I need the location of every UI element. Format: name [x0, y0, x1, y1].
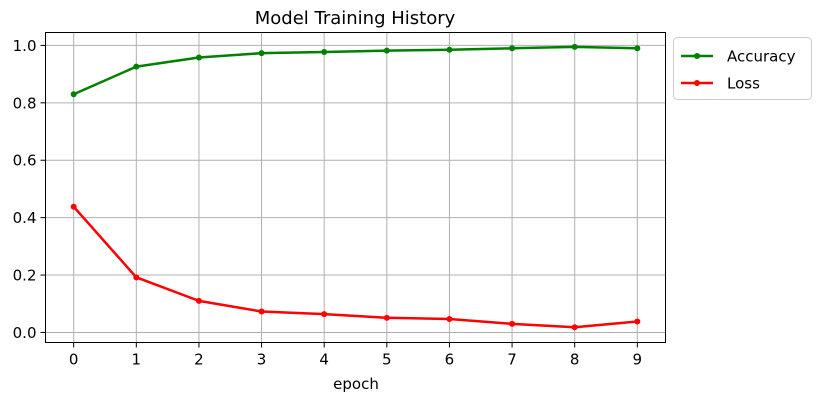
series-layer — [70, 43, 641, 331]
y-tick-label: 0.0 — [13, 324, 37, 342]
x-tick-label: 2 — [194, 351, 204, 369]
chart-title: Model Training History — [255, 8, 456, 29]
grid-lines — [45, 32, 666, 343]
loss-point — [133, 274, 140, 281]
accuracy-point — [133, 63, 140, 70]
x-axis-ticks: 0 1 2 3 4 5 6 7 8 9 — [69, 342, 643, 369]
accuracy-point — [321, 49, 328, 56]
y-tick-label: 0.8 — [13, 94, 37, 112]
x-tick-label: 9 — [633, 351, 643, 369]
loss-point — [509, 320, 516, 327]
loss-line — [72, 205, 638, 329]
y-axis-ticks: 0.0 0.2 0.4 0.6 0.8 1.0 — [13, 37, 46, 342]
loss-point — [383, 314, 390, 321]
legend-loss-label: Loss — [727, 75, 760, 93]
loss-point — [446, 315, 453, 322]
accuracy-point — [383, 47, 390, 54]
legend: Accuracy Loss — [673, 37, 812, 100]
x-axis-label: epoch — [333, 375, 379, 393]
x-tick-label: 4 — [319, 351, 329, 369]
loss-point — [195, 297, 202, 304]
x-tick-label: 0 — [69, 351, 79, 369]
accuracy-line — [73, 45, 638, 96]
legend-accuracy-label: Accuracy — [727, 48, 796, 66]
y-tick-label: 0.4 — [13, 209, 37, 227]
accuracy-point — [571, 43, 578, 50]
loss-point — [321, 311, 328, 318]
legend-accuracy-marker — [694, 53, 700, 59]
plot-area-frame — [45, 32, 666, 343]
loss-point — [70, 203, 77, 210]
x-tick-label: 5 — [382, 351, 392, 369]
x-tick-label: 6 — [445, 351, 455, 369]
x-tick-label: 3 — [257, 351, 267, 369]
y-tick-label: 0.2 — [13, 267, 37, 285]
loss-point — [571, 324, 578, 331]
legend-loss-marker — [694, 80, 700, 86]
x-tick-label: 7 — [507, 351, 517, 369]
accuracy-point — [70, 91, 77, 98]
y-tick-label: 1.0 — [13, 37, 37, 55]
loss-point — [258, 308, 265, 315]
accuracy-point — [446, 46, 453, 53]
loss-point — [634, 318, 641, 325]
accuracy-point — [509, 45, 516, 52]
accuracy-point — [195, 54, 202, 61]
y-tick-label: 0.6 — [13, 152, 37, 170]
x-tick-label: 1 — [132, 351, 142, 369]
accuracy-point — [258, 50, 265, 57]
accuracy-point — [634, 45, 641, 52]
x-tick-label: 8 — [570, 351, 580, 369]
